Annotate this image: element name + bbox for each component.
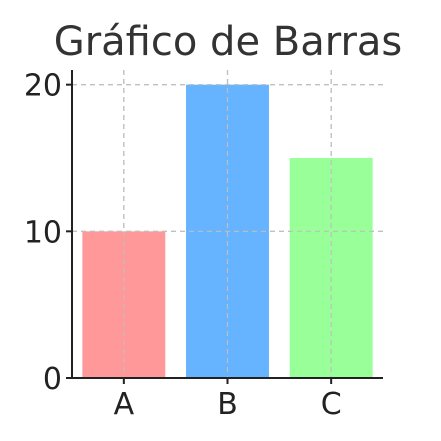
x-tick-label-2: C bbox=[321, 387, 342, 422]
y-tick-label-0: 0 bbox=[43, 362, 62, 397]
y-ticks: 0 10 20 bbox=[24, 69, 72, 397]
x-tick-label-0: A bbox=[114, 387, 135, 422]
chart-title: Gráfico de Barras bbox=[54, 19, 403, 65]
x-tick-label-1: B bbox=[217, 387, 238, 422]
x-ticks: A B C bbox=[114, 378, 342, 422]
y-tick-label-2: 20 bbox=[24, 69, 62, 104]
grid-overlay bbox=[72, 70, 383, 378]
y-tick-label-1: 10 bbox=[24, 215, 62, 250]
